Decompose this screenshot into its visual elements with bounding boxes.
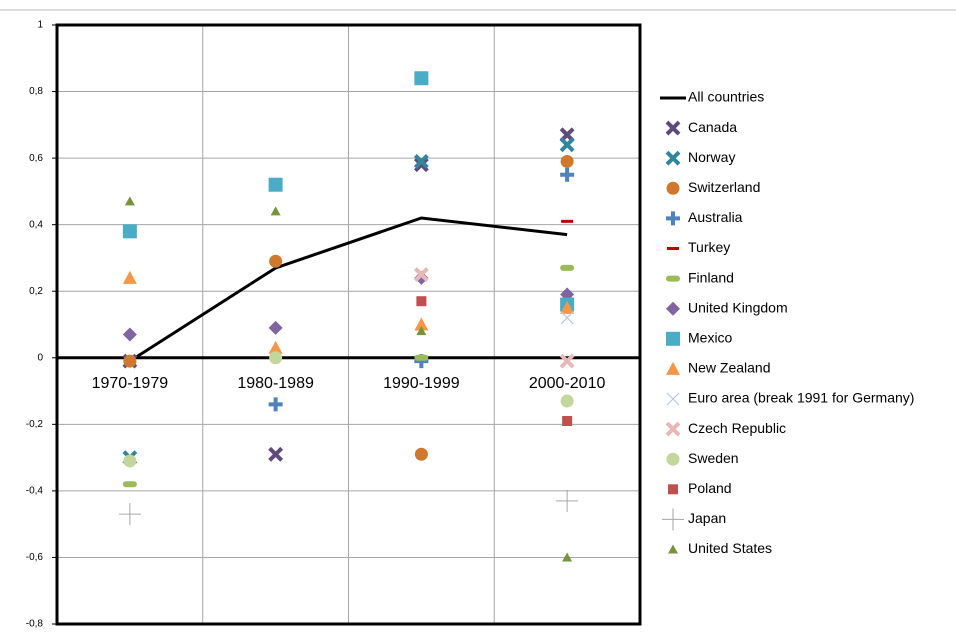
legend-label: Finland	[688, 269, 734, 285]
marker	[122, 270, 137, 284]
legend-swatch	[668, 484, 678, 495]
marker	[414, 317, 429, 331]
marker	[124, 196, 135, 206]
marker	[560, 154, 574, 168]
marker	[122, 481, 137, 488]
legend-label: Japan	[688, 510, 726, 526]
marker	[123, 454, 137, 468]
marker	[562, 552, 573, 562]
marker	[416, 296, 427, 307]
marker	[560, 311, 574, 325]
marker	[413, 154, 429, 169]
marker	[268, 397, 283, 412]
legend-label: Czech Republic	[688, 420, 786, 436]
x-tick-label: 1990-1999	[383, 375, 460, 392]
marker	[122, 327, 137, 342]
y-tick-label: 0,2	[29, 286, 43, 297]
marker	[560, 264, 575, 271]
legend-swatch	[665, 150, 681, 166]
legend-swatch	[667, 247, 679, 250]
marker	[559, 137, 575, 153]
x-tick-label: 2000-2010	[529, 375, 606, 392]
y-tick-label: 0,4	[29, 219, 43, 230]
marker	[413, 157, 429, 173]
y-tick-label: 0	[37, 352, 43, 363]
y-tick-label: -0,4	[26, 486, 44, 497]
marker	[414, 270, 429, 285]
legend-label: Australia	[688, 209, 743, 225]
legend-swatch	[665, 421, 681, 437]
marker	[269, 254, 283, 268]
legend-swatch	[666, 331, 680, 346]
marker	[269, 351, 283, 365]
legend-label: New Zealand	[688, 360, 771, 376]
y-tick-label: 0,6	[29, 153, 43, 164]
marker	[561, 219, 574, 223]
y-tick-label: 1	[37, 20, 43, 31]
x-tick-label: 1970-1979	[92, 375, 169, 392]
y-tick-label: 0,8	[29, 86, 43, 97]
legend-swatch	[666, 181, 680, 195]
y-tick-label: -0,2	[26, 419, 44, 430]
marker	[413, 267, 429, 282]
legend-swatch	[666, 361, 680, 375]
marker	[560, 167, 575, 182]
marker	[268, 340, 283, 354]
y-tick-label: -0,6	[26, 552, 44, 563]
legend-label: Euro area (break 1991 for Germany)	[688, 390, 914, 406]
marker	[559, 353, 575, 369]
legend-swatch	[666, 392, 680, 406]
marker	[416, 326, 427, 336]
legend-label: Mexico	[688, 330, 733, 346]
marker	[268, 177, 283, 192]
x-tick-label: 1980-1989	[237, 375, 314, 392]
legend-swatch	[662, 508, 684, 531]
legend-swatch	[666, 211, 680, 226]
marker	[414, 71, 429, 86]
marker	[268, 446, 284, 462]
legend-swatch	[665, 120, 681, 136]
marker	[560, 394, 574, 408]
marker	[118, 503, 141, 526]
series-line	[129, 216, 568, 363]
legend-label: Turkey	[688, 239, 730, 255]
legend-label: United Kingdom	[688, 299, 788, 315]
legend-swatch	[668, 544, 678, 554]
marker	[414, 447, 428, 461]
legend-label: Switzerland	[688, 179, 760, 195]
legend-swatch	[666, 452, 680, 466]
marker	[268, 320, 283, 335]
legend-swatch	[666, 275, 680, 282]
legend-label: Poland	[688, 480, 732, 496]
marker	[562, 416, 573, 427]
plot-border	[55, 23, 642, 626]
y-tick-label: -0,8	[26, 619, 44, 630]
legend-label: United States	[688, 540, 772, 556]
legend-label: Canada	[688, 119, 737, 135]
marker	[556, 489, 579, 512]
marker	[270, 206, 281, 216]
marker	[122, 224, 137, 239]
legend-label: Norway	[688, 149, 735, 165]
marker	[414, 354, 429, 361]
legend-label: Sweden	[688, 450, 739, 466]
legend-label: All countries	[688, 89, 764, 105]
legend-swatch	[666, 301, 680, 316]
marker	[560, 300, 575, 314]
marker	[123, 354, 137, 368]
